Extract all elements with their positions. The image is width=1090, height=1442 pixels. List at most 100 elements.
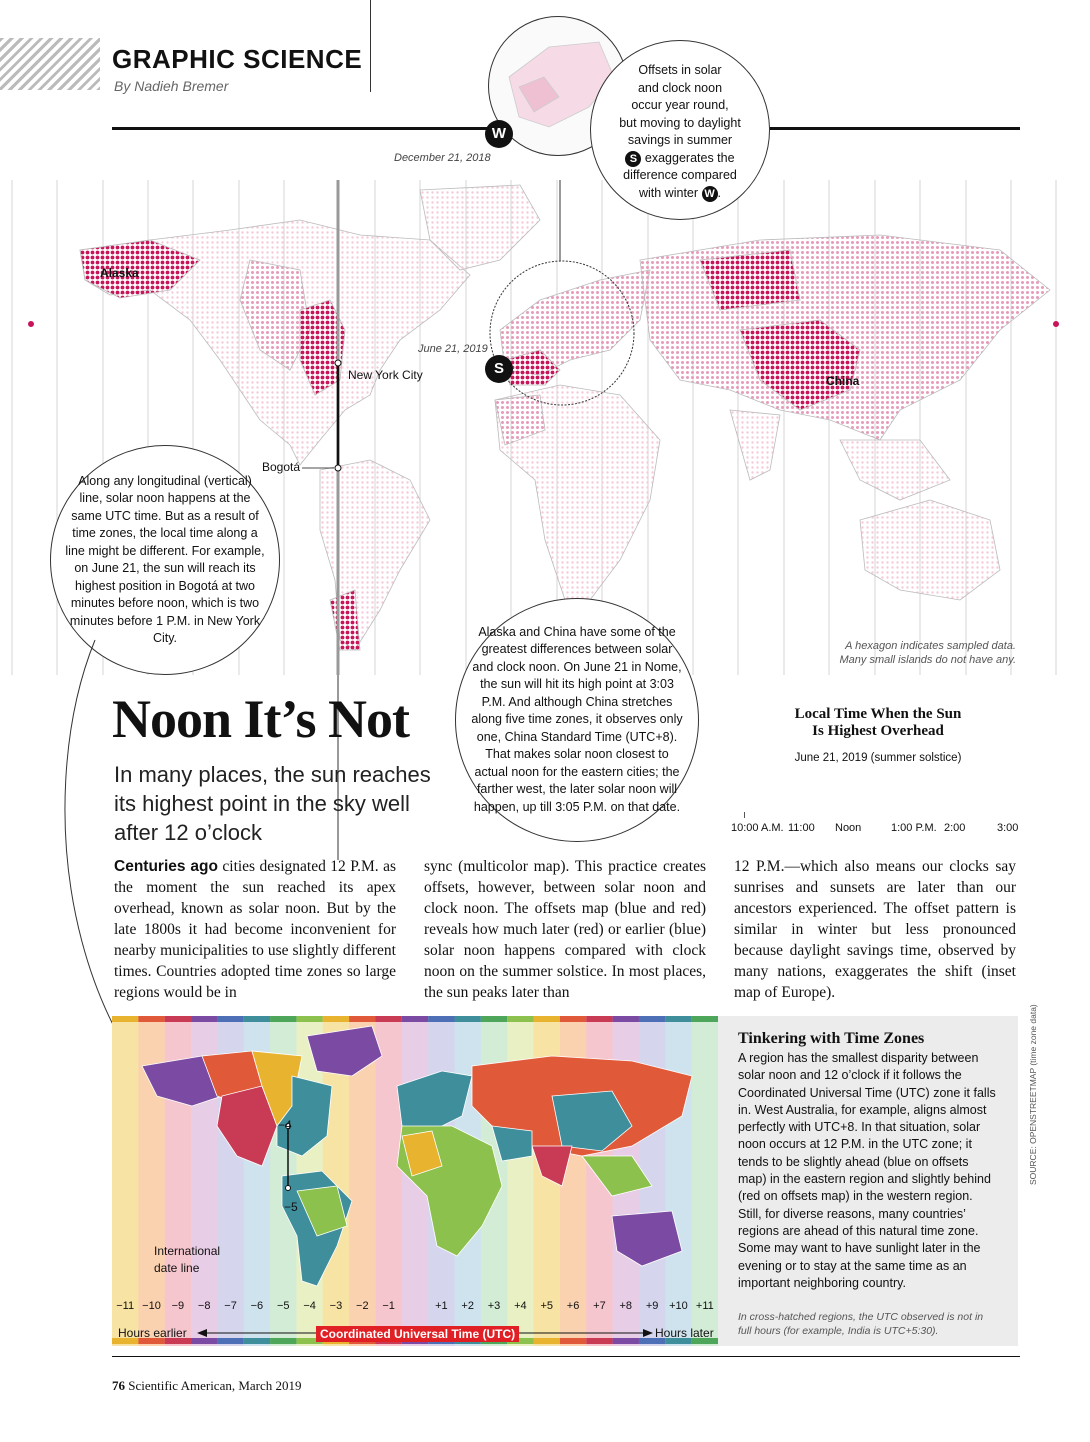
winter-marker-icon: W xyxy=(485,120,513,148)
time-zone-band-bottom xyxy=(243,1338,271,1344)
europe-winter-mini-map xyxy=(508,41,615,128)
time-zone-band-top xyxy=(559,1016,587,1022)
time-zone-band-bottom xyxy=(138,1338,166,1344)
time-zone-offset-label: −6 xyxy=(250,1300,264,1312)
time-zone-band-bottom xyxy=(586,1338,614,1344)
solar-noon-offset-map xyxy=(11,180,1059,675)
legend-tick-1300: 1:00 P.M. xyxy=(891,822,937,834)
page-number: 76 xyxy=(112,1378,125,1393)
longitude-callout-text: Along any longitudinal (vertical) line, … xyxy=(65,473,265,646)
time-zone-offset-label: +9 xyxy=(645,1300,659,1312)
time-zone-band-top xyxy=(401,1016,429,1022)
time-zone-offset-label: −3 xyxy=(329,1300,343,1312)
label-bogota: Bogotá xyxy=(262,460,301,474)
time-zone-map xyxy=(112,1016,718,1346)
callout-line: but moving to daylight xyxy=(619,115,741,130)
time-zone-band-bottom xyxy=(164,1338,192,1344)
dateline-label-line1: International xyxy=(154,1244,221,1258)
europe-inset-callout: Offsets in solar and clock noon occur ye… xyxy=(590,40,770,220)
time-zone-offset-label: +2 xyxy=(461,1300,474,1312)
page-footer: 76 Scientific American, March 2019 xyxy=(112,1378,302,1394)
legend-tick-1000: 10:00 A.M. xyxy=(731,822,784,834)
time-zone-band-top xyxy=(454,1016,482,1022)
lead-in: Centuries ago xyxy=(114,858,218,875)
legend-title: Local Time When the Sun Is Highest Overh… xyxy=(794,706,962,739)
utc-marker-top: −4 xyxy=(278,1118,292,1132)
time-zone-band-top xyxy=(375,1016,403,1022)
time-zone-offset-label: +11 xyxy=(695,1300,714,1312)
callout-line: savings in summer xyxy=(627,133,733,147)
header-hatch-decoration xyxy=(0,38,100,90)
source-credit: SOURCE: OPENSTREETMAP (time zone data) xyxy=(1028,1004,1038,1185)
utc-label: Coordinated Universal Time (UTC) xyxy=(316,1326,520,1342)
legend-color-scale xyxy=(744,775,1012,807)
time-zone-band-bottom xyxy=(559,1338,587,1344)
time-zone-band-top xyxy=(691,1016,718,1022)
hours-earlier-label: Hours earlier xyxy=(118,1326,187,1340)
label-china: China xyxy=(826,374,860,388)
summer-date-label: June 21, 2019 xyxy=(418,343,488,355)
time-zone-band xyxy=(665,1016,693,1346)
time-zone-offset-label: −8 xyxy=(197,1300,211,1312)
column-1-text: cities designated 12 P.M. as the moment … xyxy=(114,858,397,1001)
time-zone-band-bottom xyxy=(691,1338,718,1344)
hexagon-caption-line1: A hexagon indicates sampled data. xyxy=(845,640,1016,652)
time-zone-offset-label: −2 xyxy=(356,1300,369,1312)
time-zone-band xyxy=(375,1016,403,1346)
winter-badge-icon: W xyxy=(701,185,718,202)
time-zone-band-bottom xyxy=(507,1338,535,1344)
legend-tick-marks xyxy=(744,812,1013,818)
label-alaska: Alaska xyxy=(100,266,139,280)
utc-marker-bottom: −5 xyxy=(284,1200,298,1214)
time-zone-band-bottom xyxy=(270,1338,297,1344)
summer-badge-icon: S xyxy=(625,150,642,167)
legend-tick-1100: 11:00 xyxy=(788,822,815,834)
article-column-2: sync (multicolor map). This practice cre… xyxy=(424,858,706,1001)
time-zone-band-top xyxy=(164,1016,192,1022)
callout-line: and clock noon xyxy=(637,80,723,95)
hours-later-label: Hours later xyxy=(655,1326,714,1340)
new-york-marker xyxy=(334,359,342,367)
sidebar-note: In cross-hatched regions, the UTC observ… xyxy=(738,1311,984,1337)
time-zone-band-top xyxy=(612,1016,640,1022)
time-zone-offset-label: +4 xyxy=(514,1300,527,1312)
winter-date-label: December 21, 2018 xyxy=(394,152,491,164)
dateline-label-line2: date line xyxy=(154,1261,200,1275)
department-title: GRAPHIC SCIENCE xyxy=(112,44,363,74)
time-zone-band-top xyxy=(349,1016,376,1022)
legend-subtitle: June 21, 2019 (summer solstice) xyxy=(794,752,962,764)
legend-tick-1500: 3:00 xyxy=(997,822,1019,834)
time-zone-band-bottom xyxy=(533,1338,561,1344)
time-zone-offset-label: +3 xyxy=(487,1300,501,1312)
europe-summer-ring xyxy=(489,260,635,406)
headline: Noon It’s Not xyxy=(112,689,410,749)
time-zone-band-top xyxy=(480,1016,508,1022)
time-zone-band-top xyxy=(507,1016,535,1022)
hexagon-caption-line2: Many small islands do not have any. xyxy=(839,654,1017,666)
sidebar-title: Tinkering with Time Zones xyxy=(738,1030,925,1047)
time-zone-offset-label: +6 xyxy=(566,1300,580,1312)
time-zone-band-top xyxy=(322,1016,350,1022)
time-zone-offset-label: −1 xyxy=(382,1300,395,1312)
time-zone-offset-label: −7 xyxy=(224,1300,237,1312)
callout-line: occur year round, xyxy=(631,98,729,112)
publication-line: Scientific American, March 2019 xyxy=(128,1378,302,1393)
land-masses xyxy=(79,184,1051,651)
callout-line: difference compared xyxy=(623,168,737,182)
time-zone-offset-label: +8 xyxy=(619,1300,633,1312)
summer-marker-icon: S xyxy=(485,355,513,383)
time-zone-offset-label: −4 xyxy=(303,1300,316,1312)
time-zone-band-top xyxy=(428,1016,456,1022)
time-zone-band-bottom xyxy=(217,1338,245,1344)
header-divider xyxy=(370,0,371,92)
longitude-callout: Along any longitudinal (vertical) line, … xyxy=(50,445,280,675)
time-zone-band xyxy=(112,1016,139,1346)
time-zone-band-bottom xyxy=(191,1338,218,1344)
time-zone-band-bottom xyxy=(638,1338,666,1344)
time-zone-band-bottom xyxy=(112,1338,139,1344)
time-zone-offset-label: +1 xyxy=(435,1300,448,1312)
byline: By Nadieh Bremer xyxy=(114,78,229,94)
legend-tick-noon: Noon xyxy=(835,822,862,834)
time-zone-band xyxy=(691,1016,718,1346)
bogota-marker xyxy=(334,464,342,472)
